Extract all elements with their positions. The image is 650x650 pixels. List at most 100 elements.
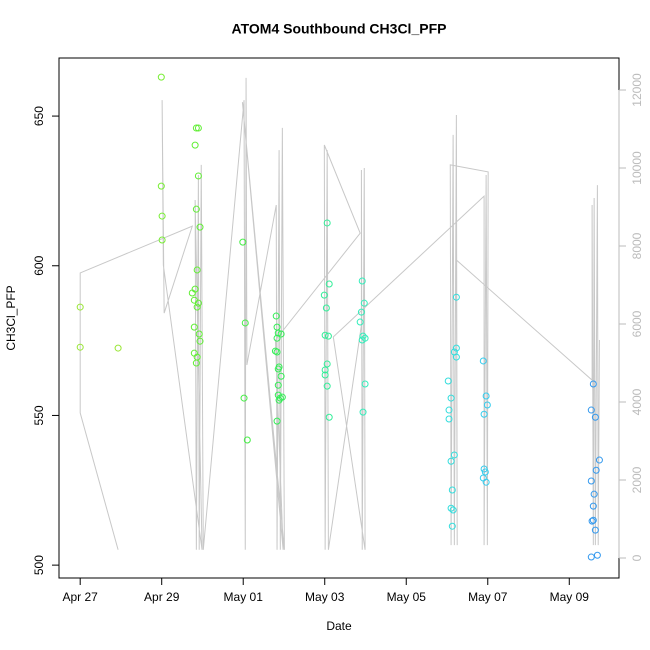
- data-point: [450, 451, 458, 459]
- data-point: [277, 330, 285, 338]
- data-point: [321, 371, 329, 379]
- data-point: [191, 141, 199, 149]
- x-tick-label: May 07: [468, 590, 508, 604]
- y2-tick-label: 2000: [630, 466, 644, 493]
- data-point: [76, 343, 84, 351]
- x-tick-label: May 03: [305, 590, 345, 604]
- data-point: [588, 517, 596, 525]
- data-point: [277, 372, 285, 380]
- data-point: [447, 394, 455, 402]
- data-point: [273, 417, 281, 425]
- data-point: [358, 277, 366, 285]
- data-point: [275, 396, 283, 404]
- y2-tick-label: 6000: [630, 310, 644, 337]
- data-point: [360, 299, 368, 307]
- y2-tick-label: 0: [630, 554, 644, 561]
- chart-title: ATOM4 Southbound CH3Cl_PFP: [232, 21, 447, 37]
- y-axis-label: CH3Cl_PFP: [4, 285, 18, 350]
- data-point: [591, 413, 599, 421]
- data-point: [591, 526, 599, 534]
- data-point: [243, 436, 251, 444]
- y2-tick-label: 10000: [630, 151, 644, 185]
- data-point: [481, 468, 489, 476]
- data-point: [479, 357, 487, 365]
- x-axis-label: Date: [326, 619, 352, 633]
- data-point: [592, 466, 600, 474]
- data-point: [445, 406, 453, 414]
- data-point: [192, 359, 200, 367]
- data-point: [190, 323, 198, 331]
- x-tick-label: Apr 29: [144, 590, 180, 604]
- data-point: [193, 266, 201, 274]
- data-point: [482, 478, 490, 486]
- plot-frame: [58, 57, 620, 579]
- y-tick-label: 650: [32, 106, 46, 126]
- data-point: [273, 348, 281, 356]
- data-point: [192, 205, 200, 213]
- data-point: [589, 380, 597, 388]
- data-point: [320, 291, 328, 299]
- data-point: [158, 212, 166, 220]
- data-point: [192, 124, 200, 132]
- data-point: [239, 238, 247, 246]
- data-point: [590, 490, 598, 498]
- data-point: [321, 366, 329, 374]
- data-point: [449, 506, 457, 514]
- y-tick-label: 500: [32, 555, 46, 575]
- data-point: [195, 330, 203, 338]
- data-point: [194, 124, 202, 132]
- data-point: [447, 457, 455, 465]
- data-point: [191, 285, 199, 293]
- data-point: [194, 172, 202, 180]
- data-point: [193, 303, 201, 311]
- y2-tick-label: 12000: [630, 73, 644, 107]
- y-tick-label: 550: [32, 405, 46, 425]
- data-point: [593, 551, 601, 559]
- data-point: [482, 392, 490, 400]
- data-point: [274, 329, 282, 337]
- data-point: [323, 382, 331, 390]
- y-tick-label: 600: [32, 255, 46, 275]
- data-point: [595, 456, 603, 464]
- data-point: [157, 182, 165, 190]
- data-point: [587, 477, 595, 485]
- data-point: [274, 381, 282, 389]
- data-point: [158, 236, 166, 244]
- data-point: [359, 408, 367, 416]
- data-point: [448, 522, 456, 530]
- data-point: [157, 73, 165, 81]
- data-point: [241, 319, 249, 327]
- data-point: [76, 303, 84, 311]
- data-point: [589, 502, 597, 510]
- data-point: [445, 415, 453, 423]
- line-series: [79, 77, 600, 550]
- data-point: [196, 337, 204, 345]
- data-point: [324, 332, 332, 340]
- data-point: [452, 344, 460, 352]
- x-tick-label: May 09: [550, 590, 590, 604]
- data-point: [190, 296, 198, 304]
- data-point: [479, 474, 487, 482]
- data-point: [114, 344, 122, 352]
- data-point: [480, 410, 488, 418]
- y2-tick-label: 8000: [630, 232, 644, 259]
- data-point: [452, 293, 460, 301]
- data-point: [240, 394, 248, 402]
- data-point: [448, 486, 456, 494]
- x-tick-label: Apr 27: [63, 590, 99, 604]
- x-tick-label: May 01: [224, 590, 264, 604]
- data-point: [325, 413, 333, 421]
- data-point: [359, 332, 367, 340]
- data-point: [321, 331, 329, 339]
- data-point: [196, 223, 204, 231]
- data-point: [361, 334, 369, 342]
- data-point: [444, 377, 452, 385]
- data-point: [447, 504, 455, 512]
- data-point: [325, 280, 333, 288]
- data-point: [357, 308, 365, 316]
- data-point: [273, 334, 281, 342]
- x-tick-label: May 05: [387, 590, 427, 604]
- data-point: [361, 380, 369, 388]
- data-point: [274, 365, 282, 373]
